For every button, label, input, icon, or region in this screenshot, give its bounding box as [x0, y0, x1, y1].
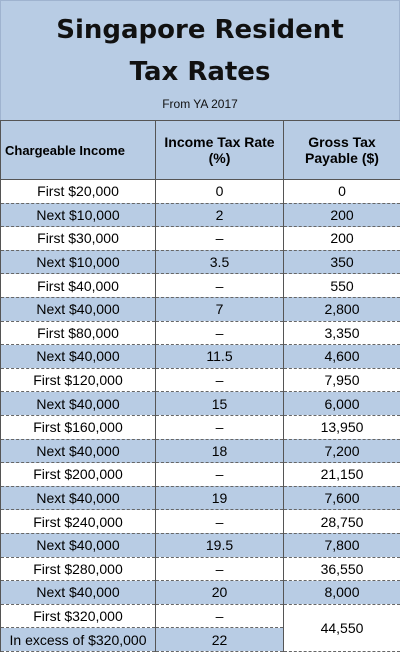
table-cell: In excess of $320,000 [0, 627, 156, 652]
table-cell: 36,550 [283, 556, 400, 582]
table-cell: 550 [283, 273, 400, 298]
table-cell: 22 [155, 627, 284, 652]
title-line: Tax Rates [129, 57, 271, 87]
table-row: First $30,000–200 [0, 226, 400, 251]
table-row: First $200,000–21,150 [0, 462, 400, 487]
table-cell: First $320,000 [0, 603, 156, 629]
table-cell: 7,950 [283, 367, 400, 393]
title-line: Singapore Resident [56, 15, 344, 45]
table-row: First $80,000–3,350 [0, 320, 400, 346]
table-row: First $240,000–28,750 [0, 509, 400, 534]
table-cell: 28,750 [283, 509, 400, 534]
tax-table: Chargeable Income Income Tax Rate (%) Gr… [0, 120, 400, 652]
table-cell: 19 [155, 485, 284, 511]
table-cell: Next $10,000 [0, 249, 156, 275]
table-cell: 200 [283, 226, 400, 251]
table-cell: 7,200 [283, 438, 400, 464]
table-cell: 7 [155, 296, 284, 322]
table-row: Next $40,000 11.5 4,600 [0, 344, 400, 369]
table-row: First $120,000–7,950 [0, 367, 400, 393]
table-cell: Next $40,000 [0, 391, 156, 416]
table-cell: 4,600 [283, 344, 400, 369]
table-row: Next $40,000 7 2,800 [0, 296, 400, 322]
table-cell: 7,800 [283, 532, 400, 558]
table-cell: 7,600 [283, 485, 400, 511]
column-header: Income Tax Rate (%) [155, 120, 284, 180]
subtitle: From YA 2017 [162, 97, 238, 111]
table-row: Next $10,000 3.5 350 [0, 249, 400, 275]
column-header: Gross Tax Payable ($) [283, 120, 400, 180]
table-row: Next $40,000 19 7,600 [0, 485, 400, 511]
table-cell: 0 [283, 179, 400, 204]
table-cell: Next $40,000 [0, 580, 156, 605]
table-cell: 19.5 [155, 532, 284, 558]
table-cell: 8,000 [283, 580, 400, 605]
table-row: First $320,000–44,550 [0, 603, 400, 652]
table-cell: – [155, 226, 284, 251]
table-row: Next $40,000 18 7,200 [0, 438, 400, 464]
table-cell: First $240,000 [0, 509, 156, 534]
table-cell: – [155, 273, 284, 298]
table-row: In excess of $320,000 22 [0, 627, 400, 652]
table-cell: – [155, 414, 284, 440]
table-cell: 6,000 [283, 391, 400, 416]
table-cell: – [155, 556, 284, 582]
table-cell: 11.5 [155, 344, 284, 369]
table-cell: 18 [155, 438, 284, 464]
table-cell: 2 [155, 202, 284, 228]
header: Singapore Resident Tax Rates From YA 201… [0, 0, 400, 120]
table-cell: First $120,000 [0, 367, 156, 393]
table-cell: 0 [155, 179, 284, 204]
table-body: First $20,000 0 0 Next $10,000 2 200 First $30… [0, 179, 400, 652]
table-cell: First $160,000 [0, 414, 156, 440]
table-row: First $40,000–550 [0, 273, 400, 298]
table-cell: 3,350 [283, 320, 400, 346]
table-cell: Next $40,000 [0, 296, 156, 322]
table-cell: 3.5 [155, 249, 284, 275]
table-cell: Next $10,000 [0, 202, 156, 228]
table-cell: Next $40,000 [0, 344, 156, 369]
column-header: Chargeable Income [0, 120, 156, 180]
table-cell: Next $40,000 [0, 438, 156, 464]
table-cell: First $280,000 [0, 556, 156, 582]
table-cell: First $40,000 [0, 273, 156, 298]
table-cell: 200 [283, 202, 400, 228]
table-cell: 2,800 [283, 296, 400, 322]
table-row: Next $40,000 15 6,000 [0, 391, 400, 416]
table-cell: – [155, 509, 284, 534]
table-cell: First $30,000 [0, 226, 156, 251]
table-cell: – [155, 367, 284, 393]
table-row: First $20,000 0 0 [0, 179, 400, 204]
table-cell: 21,150 [283, 462, 400, 487]
table-cell: First $20,000 [0, 179, 156, 204]
table-row: Next $10,000 2 200 [0, 202, 400, 228]
header-row: Chargeable Income Income Tax Rate (%) Gr… [0, 120, 400, 180]
table-cell: – [155, 320, 284, 346]
table-cell: First $200,000 [0, 462, 156, 487]
table-cell: – [155, 603, 284, 629]
table-cell: First $80,000 [0, 320, 156, 346]
table-cell: – [155, 462, 284, 487]
table-cell: 44,550 [283, 603, 400, 652]
table-row: First $280,000–36,550 [0, 556, 400, 582]
table-row: Next $40,000 20 8,000 [0, 580, 400, 605]
table-row: Next $40,000 19.5 7,800 [0, 532, 400, 558]
table-row: First $160,000–13,950 [0, 414, 400, 440]
table-cell: 20 [155, 580, 284, 605]
table-cell: Next $40,000 [0, 485, 156, 511]
table-cell: 15 [155, 391, 284, 416]
table-cell: Next $40,000 [0, 532, 156, 558]
table-cell: 350 [283, 249, 400, 275]
table-cell: 13,950 [283, 414, 400, 440]
